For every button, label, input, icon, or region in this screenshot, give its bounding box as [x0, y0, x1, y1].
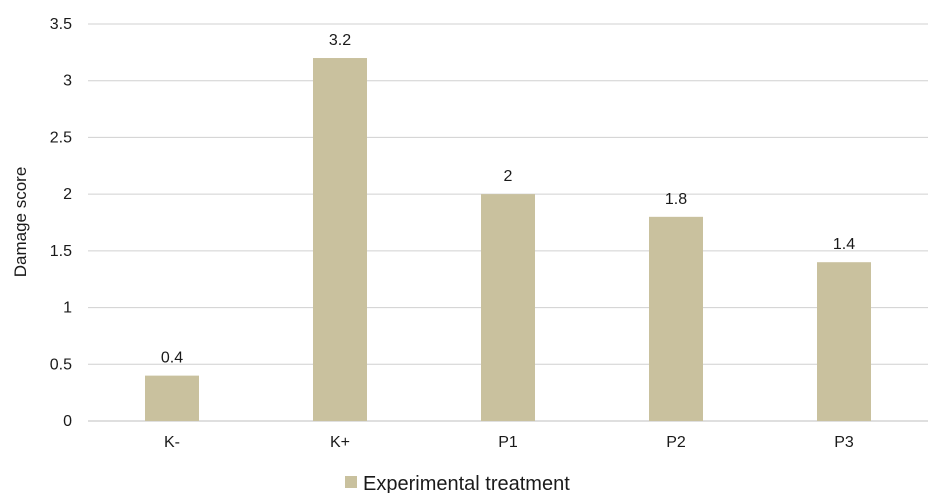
legend: Experimental treatment: [345, 473, 570, 495]
x-tick-label: P3: [834, 434, 854, 451]
bar: [817, 262, 871, 421]
legend-label: Experimental treatment: [363, 473, 570, 493]
data-label: 1.4: [833, 236, 855, 253]
y-tick-label: 1.5: [50, 243, 72, 260]
bars: [145, 58, 871, 422]
x-tick-label: P2: [666, 434, 686, 451]
data-label: 3.2: [329, 32, 351, 49]
y-tick-label: 0: [63, 413, 72, 430]
data-label: 2: [504, 168, 513, 185]
y-tick-label: 3.5: [50, 16, 72, 33]
data-label: 1.8: [665, 191, 687, 208]
legend-swatch: [345, 476, 357, 488]
y-tick-label: 1: [63, 300, 72, 317]
y-tick-label: 2.5: [50, 129, 72, 146]
y-axis-title: Damage score: [11, 167, 30, 278]
x-axis-ticks: K- K+ P1 P2 P3: [164, 434, 854, 451]
x-tick-label: P1: [498, 434, 518, 451]
y-tick-label: 2: [63, 186, 72, 203]
y-tick-label: 0.5: [50, 356, 72, 373]
y-axis-ticks: 0 0.5 1 1.5 2 2.5 3 3.5: [50, 16, 72, 430]
x-tick-label: K+: [330, 434, 350, 451]
bar: [649, 216, 703, 421]
bar: [145, 375, 199, 421]
data-labels: 0.4 3.2 2 1.8 1.4: [161, 32, 855, 367]
x-tick-label: K-: [164, 434, 180, 451]
bar: [313, 58, 367, 422]
data-label: 0.4: [161, 350, 183, 367]
y-tick-label: 3: [63, 73, 72, 90]
bar: [481, 194, 535, 421]
